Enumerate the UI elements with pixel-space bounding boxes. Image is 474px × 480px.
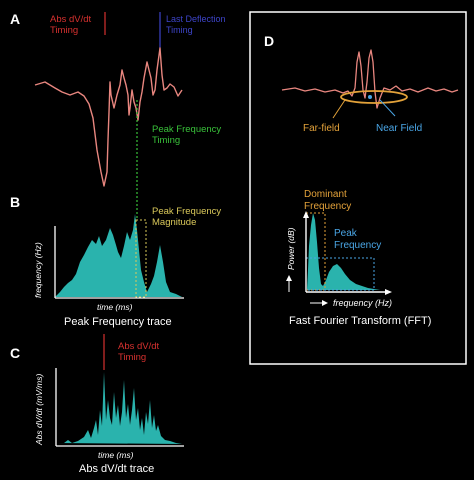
x-axis-arrow-icon xyxy=(385,289,392,295)
far-field-ellipse xyxy=(340,90,408,104)
panel-d-caption: Fast Fourier Transform (FFT) xyxy=(289,315,431,327)
near-field-marker xyxy=(368,95,372,99)
last-deflection-label-line2: Timing xyxy=(166,25,193,35)
panel-d-y-axis-label: Power (dB) xyxy=(286,227,296,270)
magnitude-label-line1: Peak Frequency xyxy=(152,206,221,217)
panel-c-caption: Abs dV/dt trace xyxy=(79,463,154,475)
near-field-pointer xyxy=(379,99,396,117)
panel-d-letter: D xyxy=(264,33,274,49)
magnitude-bracket xyxy=(135,219,147,298)
panel-b-y-axis-label: frequency (Hz) xyxy=(33,242,43,298)
panel-c-y-axis-label: Abs dV/dt (mV/ms) xyxy=(34,374,44,446)
magnitude-label-line2: Magnitude xyxy=(152,217,196,228)
abs-timing-label-line2: Timing xyxy=(50,25,78,36)
panel-b-letter: B xyxy=(10,194,20,210)
peak-label-line1: Peak xyxy=(334,228,358,239)
last-deflection-label-line1: Last Deflection xyxy=(166,14,226,24)
y-axis-arrow-icon xyxy=(303,211,309,218)
panel-c-x-axis-label: time (ms) xyxy=(98,450,134,460)
d-electrogram-trace xyxy=(281,49,459,109)
freq-right-arrow-icon xyxy=(322,300,328,306)
panel-d-x-axis-label: frequency (Hz) xyxy=(333,298,392,308)
peak-frequency-fill xyxy=(55,214,182,297)
far-field-pointer xyxy=(332,99,346,119)
panel-c-letter: C xyxy=(10,345,20,361)
panel-d-frame xyxy=(249,11,467,365)
peak-label-line2: Frequency xyxy=(334,240,381,251)
panel-b-caption: Peak Frequency trace xyxy=(64,316,172,328)
abs-dvdt-fill xyxy=(57,372,182,444)
dominant-label-line2: Frequency xyxy=(304,201,351,212)
dominant-label-line1: Dominant xyxy=(304,189,347,200)
peak-freq-timing-label-line1: Peak Frequency xyxy=(152,124,221,135)
fft-spectrum-fill xyxy=(307,213,380,290)
panel-b-x-axis-label: time (ms) xyxy=(97,302,133,312)
near-field-label: Near Field xyxy=(376,123,422,134)
peak-freq-timing-label-line2: Timing xyxy=(152,135,180,146)
c-abs-timing-label-line2: Timing xyxy=(118,352,146,363)
c-abs-timing-label-line1: Abs dV/dt xyxy=(118,341,160,352)
electrogram-trace xyxy=(34,47,183,187)
panel-a-letter: A xyxy=(10,11,20,27)
power-up-arrow-icon xyxy=(286,275,292,281)
far-field-label: Far-field xyxy=(303,123,340,134)
abs-timing-label-line1: Abs dV/dt xyxy=(50,14,92,25)
